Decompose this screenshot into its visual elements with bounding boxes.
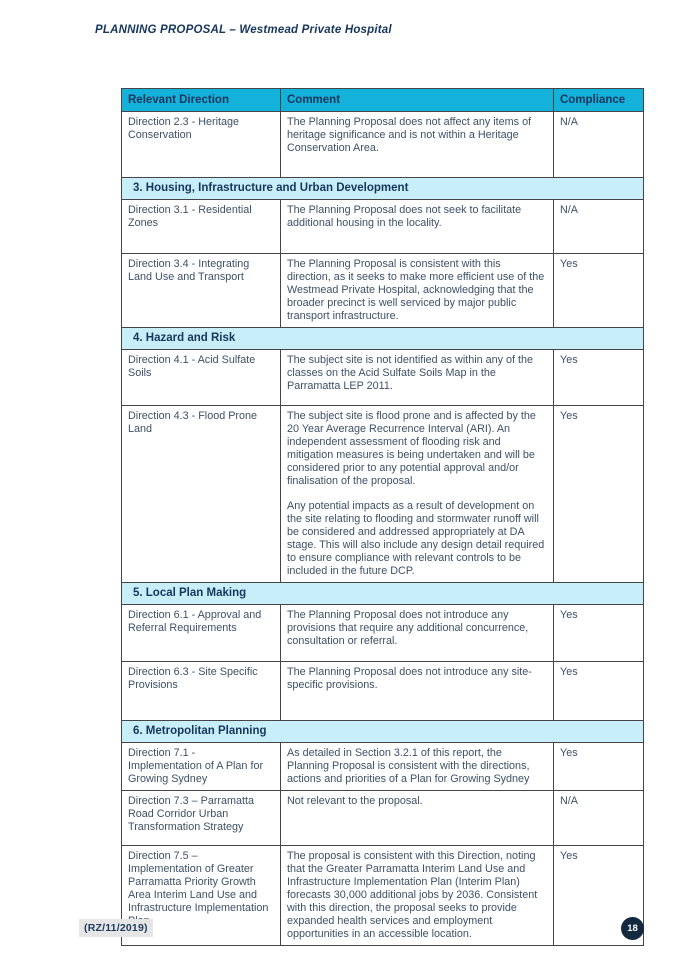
section-header-row: 6. Metropolitan Planning xyxy=(121,720,644,743)
compliance-cell: N/A xyxy=(553,790,644,846)
direction-cell: Direction 2.3 - Heritage Conservation xyxy=(121,111,281,178)
comment-cell: The Planning Proposal does not seek to f… xyxy=(280,199,554,254)
direction-cell: Direction 3.1 - Residential Zones xyxy=(121,199,281,254)
column-header-relevant-direction: Relevant Direction xyxy=(121,88,281,112)
comment-paragraph: The Planning Proposal is consistent with… xyxy=(287,258,545,322)
comment-paragraph: Any potential impacts as a result of dev… xyxy=(287,500,545,577)
compliance-cell: Yes xyxy=(553,742,644,791)
page-number-badge: 18 xyxy=(621,917,644,940)
table-row: Direction 7.3 – Parramatta Road Corridor… xyxy=(121,790,644,846)
compliance-cell: Yes xyxy=(553,661,644,721)
column-header-comment: Comment xyxy=(280,88,554,112)
direction-cell: Direction 3.4 - Integrating Land Use and… xyxy=(121,253,281,328)
direction-cell: Direction 4.1 - Acid Sulfate Soils xyxy=(121,349,281,406)
comment-cell: The Planning Proposal does not affect an… xyxy=(280,111,554,178)
table-row: Direction 3.1 - Residential Zones The Pl… xyxy=(121,199,644,254)
comment-paragraph: The Planning Proposal does not introduce… xyxy=(287,666,532,691)
section-header-row: 3. Housing, Infrastructure and Urban Dev… xyxy=(121,177,644,200)
comment-cell: The proposal is consistent with this Dir… xyxy=(280,845,554,946)
column-header-compliance: Compliance xyxy=(553,88,644,112)
section-header-label: 6. Metropolitan Planning xyxy=(121,720,644,743)
direction-cell: Direction 6.3 - Site Specific Provisions xyxy=(121,661,281,721)
compliance-cell: Yes xyxy=(553,405,644,583)
compliance-cell: N/A xyxy=(553,111,644,178)
compliance-cell: Yes xyxy=(553,253,644,328)
comment-cell: The subject site is not identified as wi… xyxy=(280,349,554,406)
compliance-cell: Yes xyxy=(553,604,644,662)
footer-reference-code: (RZ/11/2019) xyxy=(79,919,153,937)
document-title: PLANNING PROPOSAL – Westmead Private Hos… xyxy=(95,24,392,36)
section-header-label: 4. Hazard and Risk xyxy=(121,327,644,350)
comment-paragraph: The subject site is not identified as wi… xyxy=(287,354,534,392)
comment-cell: The Planning Proposal does not introduce… xyxy=(280,661,554,721)
comment-paragraph: Not relevant to the proposal. xyxy=(287,795,423,807)
section-header-label: 5. Local Plan Making xyxy=(121,582,644,605)
direction-cell: Direction 4.3 - Flood Prone Land xyxy=(121,405,281,583)
direction-cell: Direction 7.1 - Implementation of A Plan… xyxy=(121,742,281,791)
compliance-table: Relevant Direction Comment Compliance Di… xyxy=(121,88,644,946)
comment-paragraph: The subject site is flood prone and is a… xyxy=(287,410,536,487)
direction-cell: Direction 6.1 - Approval and Referral Re… xyxy=(121,604,281,662)
comment-paragraph: The Planning Proposal does not seek to f… xyxy=(287,204,522,229)
comment-paragraph: The proposal is consistent with this Dir… xyxy=(287,850,538,940)
table-row: Direction 6.1 - Approval and Referral Re… xyxy=(121,604,644,662)
table-row: Direction 7.1 - Implementation of A Plan… xyxy=(121,742,644,791)
comment-cell: The Planning Proposal does not introduce… xyxy=(280,604,554,662)
table-row: Direction 3.4 - Integrating Land Use and… xyxy=(121,253,644,328)
table-row: Direction 2.3 - Heritage Conservation Th… xyxy=(121,111,644,178)
table-header-row: Relevant Direction Comment Compliance xyxy=(121,88,644,112)
section-header-row: 4. Hazard and Risk xyxy=(121,327,644,350)
comment-paragraph: The Planning Proposal does not affect an… xyxy=(287,116,532,154)
compliance-cell: Yes xyxy=(553,349,644,406)
table-row: Direction 7.5 – Implementation of Greate… xyxy=(121,845,644,946)
table-row: Direction 4.3 - Flood Prone Land The sub… xyxy=(121,405,644,583)
compliance-cell: N/A xyxy=(553,199,644,254)
comment-cell: The Planning Proposal is consistent with… xyxy=(280,253,554,328)
section-header-label: 3. Housing, Infrastructure and Urban Dev… xyxy=(121,177,644,200)
direction-cell: Direction 7.3 – Parramatta Road Corridor… xyxy=(121,790,281,846)
comment-cell: As detailed in Section 3.2.1 of this rep… xyxy=(280,742,554,791)
section-header-row: 5. Local Plan Making xyxy=(121,582,644,605)
table-row: Direction 6.3 - Site Specific Provisions… xyxy=(121,661,644,721)
comment-cell: The subject site is flood prone and is a… xyxy=(280,405,554,583)
comment-paragraph: The Planning Proposal does not introduce… xyxy=(287,609,529,647)
comment-paragraph: As detailed in Section 3.2.1 of this rep… xyxy=(287,747,530,785)
comment-cell: Not relevant to the proposal. xyxy=(280,790,554,846)
table-row: Direction 4.1 - Acid Sulfate Soils The s… xyxy=(121,349,644,406)
